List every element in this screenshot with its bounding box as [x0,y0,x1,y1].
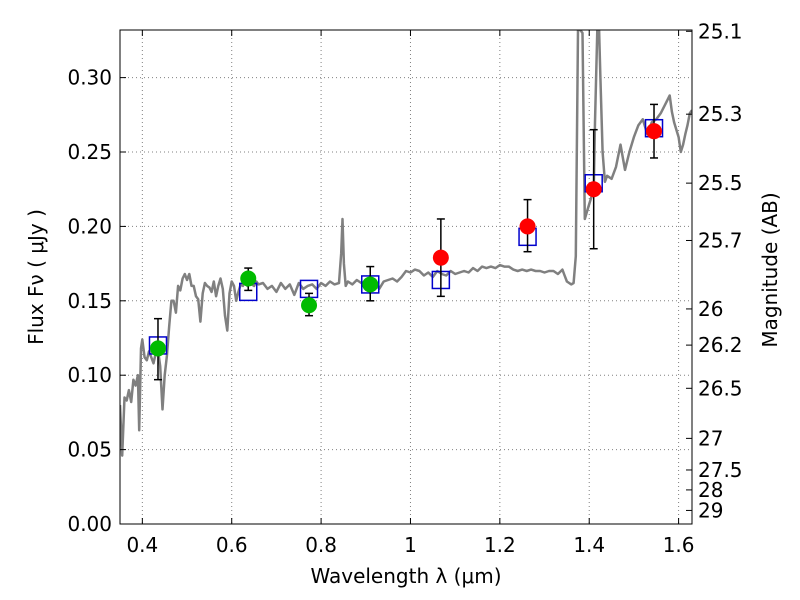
y-axis-label-left: Flux Fν ( μJy ) [24,209,48,345]
x-tick-label: 1.2 [484,533,516,557]
observed-flux-layer [149,103,663,381]
mag-tick-label: 25.5 [698,171,743,195]
nir-flux-point [432,249,449,266]
x-tick-label: 0.8 [305,533,337,557]
y-tick-label: 0.05 [67,438,112,462]
optical-flux-point [240,270,257,287]
plot-frame [119,29,693,525]
y-tick-label: 0.20 [67,214,112,238]
x-tick-label: 0.6 [216,533,248,557]
y-tick-label: 0.00 [67,512,112,536]
optical-flux-point [149,340,166,357]
y-tick-label: 0.30 [67,66,112,90]
nir-flux-point [585,181,602,198]
mag-tick-label: 25.7 [698,228,743,252]
mag-tick-label: 28 [698,478,723,502]
grid-lines [120,30,692,525]
optical-flux-point [362,276,379,293]
y-tick-label: 0.15 [67,289,112,313]
mag-tick-label: 26.5 [698,376,743,400]
x-axis-label: Wavelength λ (μm) [310,564,501,588]
mag-tick-label: 26.2 [698,333,743,357]
x-tick-label: 1 [404,533,417,557]
x-tick-label: 1.4 [573,533,605,557]
mag-tick-label: 29 [698,498,723,522]
optical-flux-point [301,297,318,314]
mag-tick-label: 27.5 [698,458,743,482]
y-axis-label-right: Magnitude (AB) [758,192,782,347]
mag-tick-label: 26 [698,297,723,321]
mag-tick-label: 25.1 [698,19,743,43]
x-tick-label: 0.4 [126,533,158,557]
nir-flux-point [646,123,663,140]
mag-tick-label: 25.3 [698,102,743,126]
model-spectrum-line [120,30,692,457]
x-tick-label: 1.6 [663,533,695,557]
tick-layer: 0.4 0.6 0.8 1 1.2 1.4 1.6 0.00 0.05 0.10 0.15 0.20 0… [67,19,742,557]
mag-tick-label: 27 [698,426,723,450]
y-tick-label: 0.10 [67,363,112,387]
spectrum-layer [120,30,692,457]
nir-flux-point [519,218,536,235]
y-tick-label: 0.25 [67,140,112,164]
